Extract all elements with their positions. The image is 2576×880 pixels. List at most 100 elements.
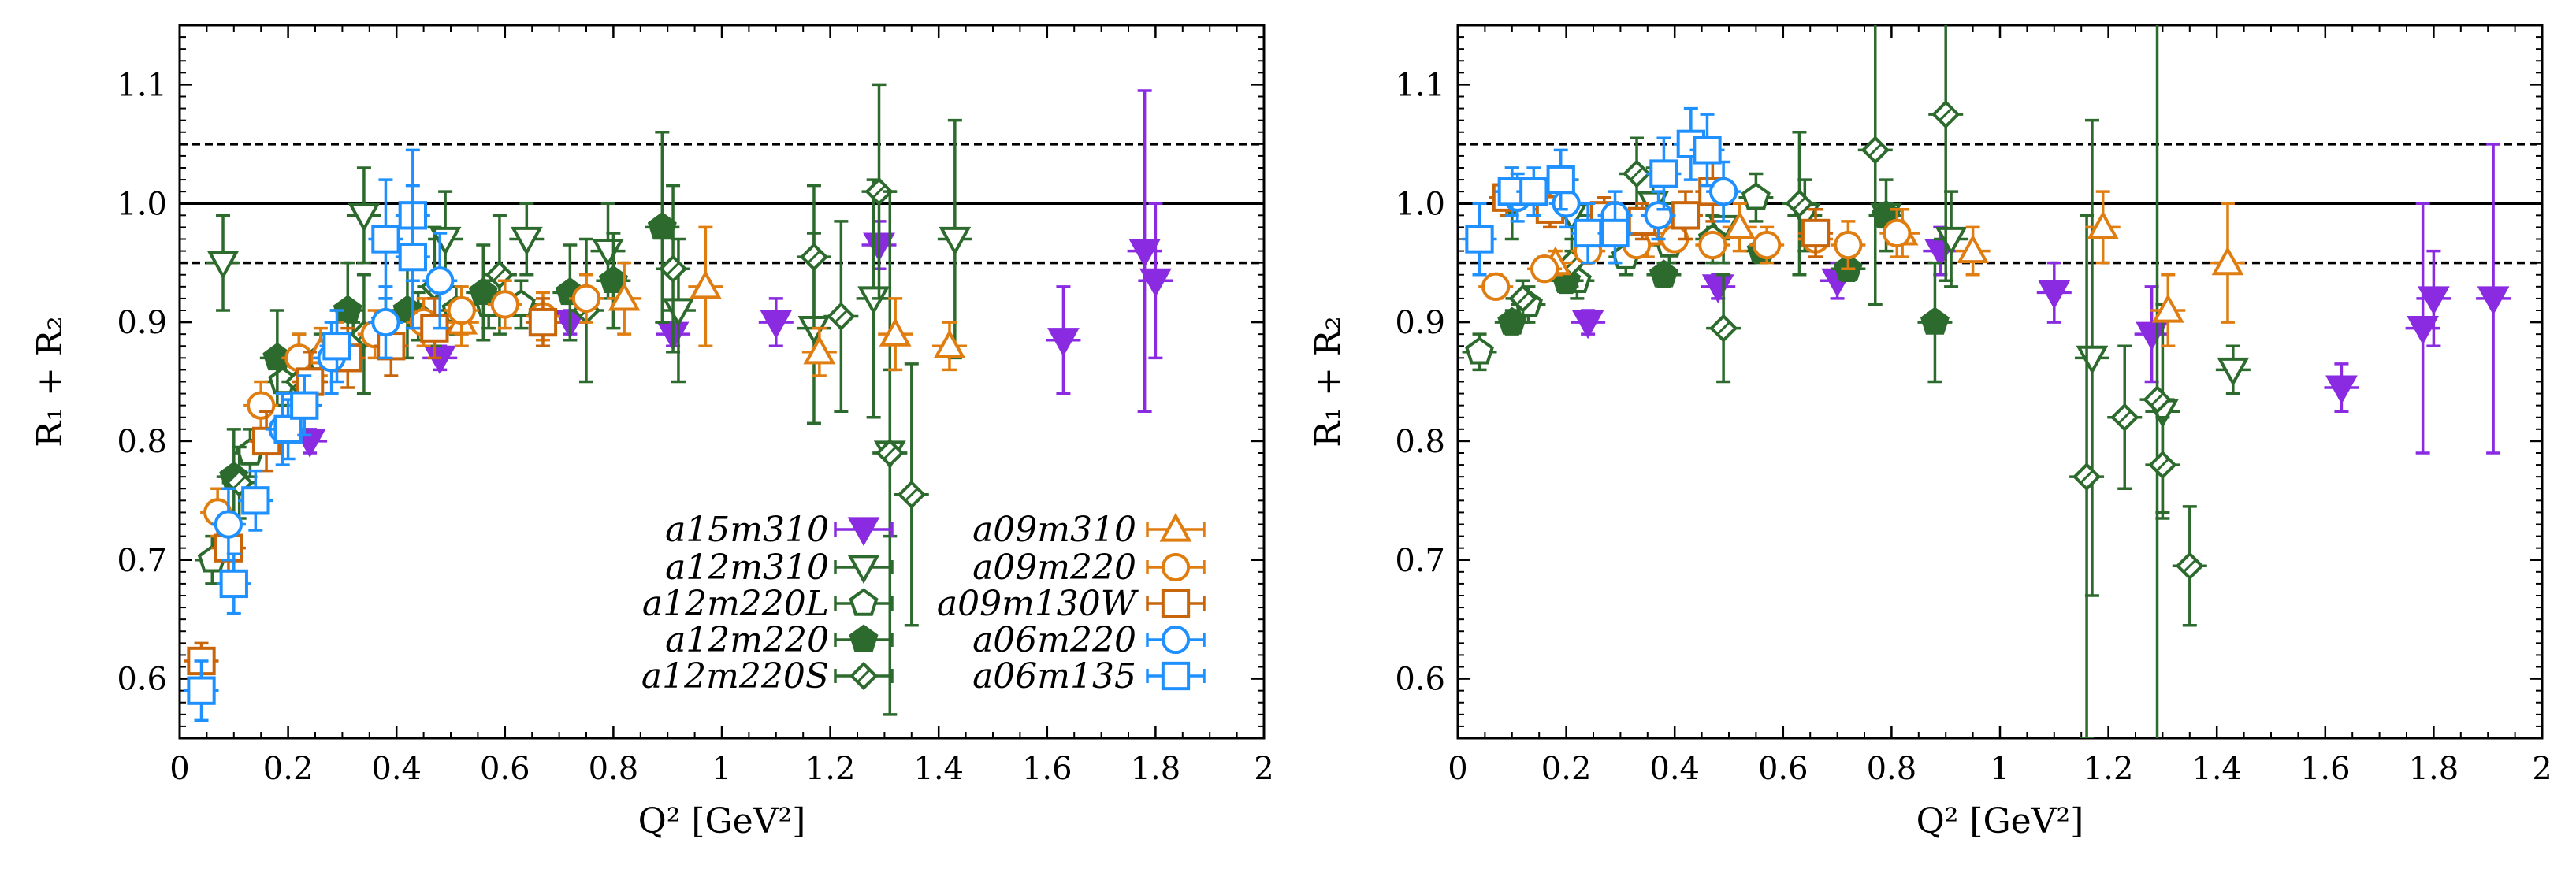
marker	[2325, 375, 2358, 405]
data-point	[2476, 143, 2511, 455]
marker	[510, 226, 543, 256]
data-point	[2210, 202, 2245, 324]
data-point	[1738, 172, 1774, 223]
data-point	[1879, 208, 1915, 258]
marker	[939, 226, 972, 256]
marker	[2477, 286, 2510, 316]
marker	[247, 391, 276, 420]
marker	[608, 281, 641, 311]
marker	[1708, 177, 1738, 206]
legend-marker	[1161, 625, 1191, 655]
y-tick-label: 1.1	[117, 67, 167, 103]
data-point	[1646, 136, 1682, 211]
series-a12m220S	[1505, 25, 2207, 738]
marker	[528, 307, 558, 337]
marker	[1465, 336, 1495, 365]
legend-entry: a12m220	[665, 620, 894, 660]
marker	[1465, 225, 1494, 254]
marker	[490, 290, 519, 319]
x-tick-label: 2	[1254, 751, 1273, 787]
series-a06m135	[184, 148, 430, 722]
legend-marker	[1161, 589, 1191, 618]
marker	[1723, 210, 1756, 240]
x-tick-label: 0	[1448, 751, 1467, 787]
legend-label: a12m220L	[642, 584, 829, 624]
marker	[1600, 218, 1630, 248]
data-point	[607, 261, 642, 336]
marker	[322, 332, 351, 361]
legend-marker	[849, 588, 879, 616]
marker	[571, 284, 601, 314]
marker	[799, 242, 829, 272]
marker	[1552, 189, 1581, 218]
data-point	[1527, 254, 1563, 284]
marker	[1571, 310, 1604, 340]
data-point	[823, 220, 859, 413]
data-point	[2036, 261, 2072, 324]
marker	[760, 310, 793, 340]
marker	[219, 569, 248, 599]
marker	[2211, 246, 2244, 276]
marker	[241, 486, 270, 515]
marker	[1698, 230, 1727, 260]
marker	[2072, 462, 2102, 492]
data-point	[1543, 148, 1578, 211]
data-point	[937, 118, 972, 360]
legend-label: a12m220	[665, 620, 829, 660]
x-tick-label: 1.6	[1022, 751, 1072, 787]
data-point	[2324, 362, 2359, 413]
marker	[273, 414, 303, 444]
y-tick-label: 1.1	[1395, 67, 1445, 103]
data-point	[395, 184, 430, 330]
data-point	[509, 202, 545, 277]
data-point	[878, 297, 913, 372]
data-point	[287, 374, 322, 437]
x-tick-label: 0	[169, 751, 189, 787]
legend-entry: a12m310	[665, 548, 894, 588]
legend-label: a09m130W	[937, 584, 1139, 624]
data-point	[1046, 285, 1081, 395]
data-point	[1462, 332, 1497, 372]
data-point	[2069, 214, 2105, 738]
marker	[897, 480, 926, 509]
y-axis-label: R₁ + R₂	[1308, 316, 1348, 447]
marker	[1785, 189, 1814, 218]
x-tick-label: 2	[2532, 751, 2552, 787]
marker	[1883, 218, 1912, 248]
y-axis-label: R₁ + R₂	[30, 316, 70, 447]
marker	[398, 242, 427, 272]
marker	[2148, 450, 2177, 480]
data-point	[319, 309, 355, 384]
legend-marker	[847, 517, 880, 547]
data-point	[238, 469, 273, 532]
marker	[2217, 357, 2250, 387]
marker	[2418, 286, 2450, 316]
marker	[1508, 284, 1537, 314]
marker	[371, 307, 400, 337]
legend-label: a09m220	[972, 548, 1136, 588]
legend-marker	[1159, 512, 1192, 542]
y-tick-label: 0.9	[1395, 305, 1445, 341]
marker	[290, 391, 319, 420]
data-point	[2150, 273, 2186, 347]
data-point	[2172, 505, 2207, 627]
marker	[1801, 218, 1831, 248]
legend-label: a09m310	[972, 510, 1136, 550]
marker	[1546, 165, 1575, 195]
marker	[2143, 384, 2172, 414]
data-point	[1138, 202, 1173, 360]
x-tick-label: 0.8	[589, 751, 639, 787]
data-point	[368, 178, 403, 300]
series-a12m220S	[221, 83, 929, 716]
data-point	[688, 225, 723, 347]
marker	[1741, 182, 1771, 210]
marker	[284, 343, 314, 373]
y-tick-label: 0.8	[117, 424, 167, 460]
legend-entry: a15m310	[665, 510, 894, 550]
marker	[879, 317, 912, 347]
data-point	[1478, 272, 1514, 301]
legend-marker	[849, 624, 879, 652]
x-tick-label: 1.4	[913, 751, 964, 787]
legend-entry: a09m310	[972, 510, 1206, 550]
data-point	[2107, 344, 2143, 490]
